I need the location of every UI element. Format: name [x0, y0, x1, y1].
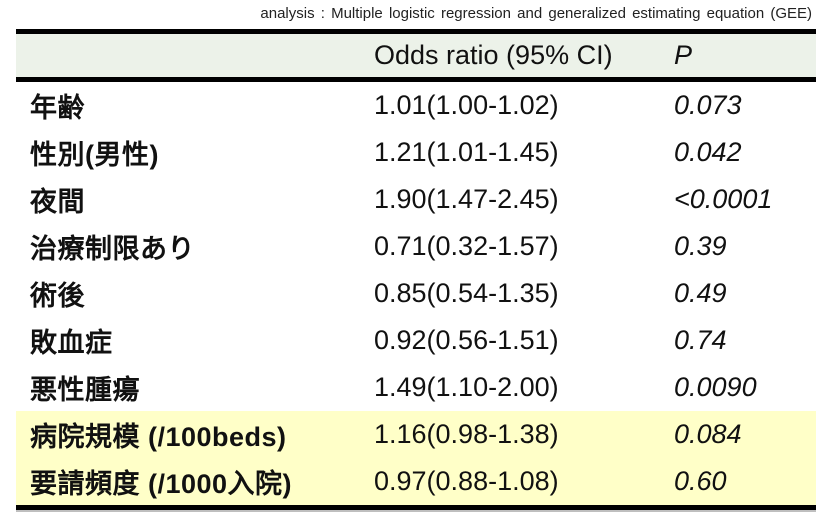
odds-ratio-cell: 1.49(1.10-2.00): [374, 372, 559, 402]
table-row-highlighted: 要請頻度 (/1000入院) 0.97(0.88-1.08) 0.60: [16, 458, 816, 508]
p-value-cell: 0.49: [674, 278, 727, 308]
row-label: 要請頻度 (/1000入院): [16, 458, 374, 508]
row-label: 夜間: [30, 187, 85, 217]
p-value-cell: 0.073: [674, 90, 742, 120]
table-row: 治療制限あり 0.71(0.32-1.57) 0.39: [16, 223, 816, 270]
p-value-cell: 0.74: [674, 325, 727, 355]
table-row: 敗血症 0.92(0.56-1.51) 0.74: [16, 317, 816, 364]
odds-ratio-cell: 1.90(1.47-2.45): [374, 184, 559, 214]
odds-ratio-cell: 1.01(1.00-1.02): [374, 90, 559, 120]
table-row: 悪性腫瘍 1.49(1.10-2.00) 0.0090: [16, 364, 816, 411]
odds-ratio-cell: 0.92(0.56-1.51): [374, 325, 559, 355]
row-label: 性別(男性): [30, 140, 159, 170]
p-column-header: P: [674, 31, 816, 82]
p-value-cell: <0.0001: [674, 184, 773, 214]
odds-ratio-cell: 0.85(0.54-1.35): [374, 278, 559, 308]
table-row: 夜間 1.90(1.47-2.45) <0.0001: [16, 176, 816, 223]
results-table: Odds ratio (95% CI) P 年齢 1.01(1.00-1.02)…: [16, 29, 816, 510]
table-row-highlighted: 病院規模 (/100beds) 1.16(0.98-1.38) 0.084: [16, 411, 816, 458]
odds-ratio-cell: 1.16(0.98-1.38): [374, 411, 674, 458]
odds-ratio-cell: 0.97(0.88-1.08): [374, 458, 674, 508]
header-row: Odds ratio (95% CI) P: [16, 31, 816, 82]
row-label: 病院規模 (/100beds): [16, 411, 374, 458]
row-label: 術後: [30, 281, 85, 311]
row-label: 治療制限あり: [30, 234, 195, 264]
p-value-cell: 0.60: [674, 458, 816, 508]
row-label: 悪性腫瘍: [30, 375, 140, 405]
p-value-cell: 0.0090: [674, 372, 757, 402]
odds-ratio-column-header: Odds ratio (95% CI): [374, 31, 674, 82]
p-value-cell: 0.042: [674, 137, 742, 167]
table-row: 術後 0.85(0.54-1.35) 0.49: [16, 270, 816, 317]
table-row: 性別(男性) 1.21(1.01-1.45) 0.042: [16, 129, 816, 176]
odds-ratio-cell: 1.21(1.01-1.45): [374, 137, 559, 167]
odds-ratio-cell: 0.71(0.32-1.57): [374, 231, 559, 261]
p-value-cell: 0.084: [674, 411, 816, 458]
row-label: 敗血症: [30, 328, 113, 358]
variable-column-header: [16, 31, 374, 82]
row-label: 年齢: [30, 93, 85, 123]
table-row: 年齢 1.01(1.00-1.02) 0.073: [16, 80, 816, 130]
p-value-cell: 0.39: [674, 231, 727, 261]
analysis-caption: analysis : Multiple logistic regression …: [260, 5, 812, 22]
